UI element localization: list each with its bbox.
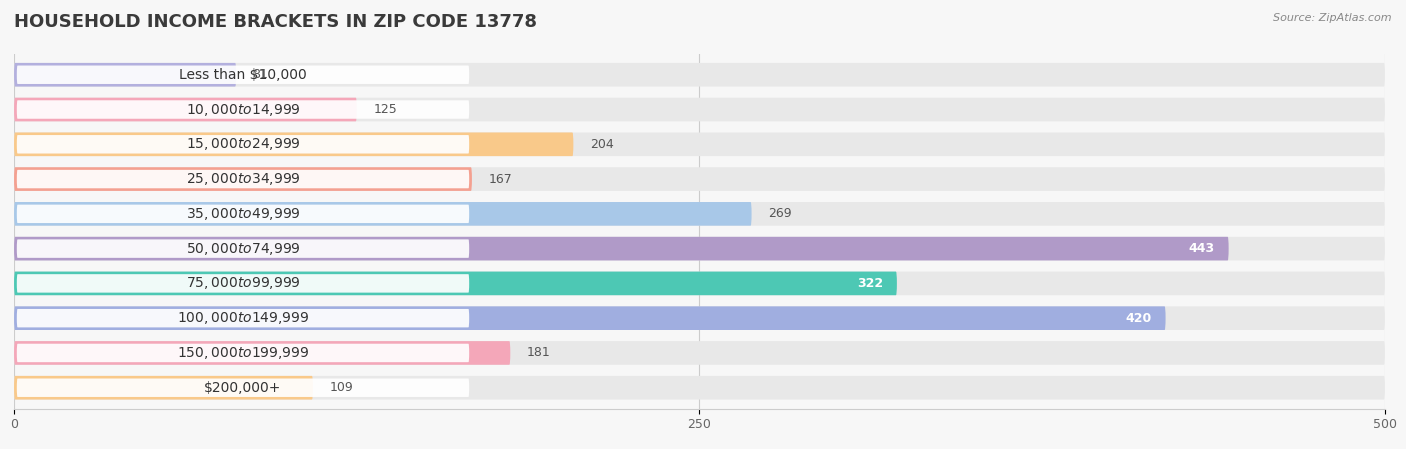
Text: 269: 269	[768, 207, 792, 220]
FancyBboxPatch shape	[14, 272, 1385, 295]
FancyBboxPatch shape	[17, 239, 470, 258]
FancyBboxPatch shape	[14, 167, 472, 191]
FancyBboxPatch shape	[17, 274, 470, 293]
FancyBboxPatch shape	[14, 98, 1385, 121]
FancyBboxPatch shape	[17, 135, 470, 154]
Text: $200,000+: $200,000+	[204, 381, 281, 395]
FancyBboxPatch shape	[14, 202, 752, 226]
FancyBboxPatch shape	[17, 344, 470, 362]
Text: 181: 181	[527, 347, 551, 360]
Text: 204: 204	[591, 138, 613, 151]
Text: 81: 81	[253, 68, 269, 81]
FancyBboxPatch shape	[14, 341, 1385, 365]
FancyBboxPatch shape	[17, 309, 470, 327]
FancyBboxPatch shape	[14, 98, 357, 121]
FancyBboxPatch shape	[17, 379, 470, 397]
Text: $35,000 to $49,999: $35,000 to $49,999	[186, 206, 301, 222]
Text: HOUSEHOLD INCOME BRACKETS IN ZIP CODE 13778: HOUSEHOLD INCOME BRACKETS IN ZIP CODE 13…	[14, 13, 537, 31]
Text: 125: 125	[373, 103, 396, 116]
Text: $25,000 to $34,999: $25,000 to $34,999	[186, 171, 301, 187]
FancyBboxPatch shape	[14, 272, 897, 295]
FancyBboxPatch shape	[14, 341, 510, 365]
Text: $150,000 to $199,999: $150,000 to $199,999	[177, 345, 309, 361]
Text: 420: 420	[1126, 312, 1152, 325]
Text: 443: 443	[1189, 242, 1215, 255]
Text: $15,000 to $24,999: $15,000 to $24,999	[186, 136, 301, 152]
Text: Less than $10,000: Less than $10,000	[179, 68, 307, 82]
FancyBboxPatch shape	[14, 376, 1385, 400]
FancyBboxPatch shape	[17, 170, 470, 188]
FancyBboxPatch shape	[14, 132, 1385, 156]
FancyBboxPatch shape	[14, 237, 1229, 260]
Text: $50,000 to $74,999: $50,000 to $74,999	[186, 241, 301, 257]
Text: 167: 167	[488, 172, 512, 185]
FancyBboxPatch shape	[14, 132, 574, 156]
FancyBboxPatch shape	[14, 202, 1385, 226]
FancyBboxPatch shape	[14, 63, 1385, 87]
Text: $100,000 to $149,999: $100,000 to $149,999	[177, 310, 309, 326]
FancyBboxPatch shape	[14, 63, 236, 87]
Text: 322: 322	[858, 277, 883, 290]
Text: Source: ZipAtlas.com: Source: ZipAtlas.com	[1274, 13, 1392, 23]
FancyBboxPatch shape	[14, 237, 1385, 260]
FancyBboxPatch shape	[17, 205, 470, 223]
FancyBboxPatch shape	[17, 66, 470, 84]
FancyBboxPatch shape	[14, 376, 314, 400]
FancyBboxPatch shape	[17, 100, 470, 119]
FancyBboxPatch shape	[14, 167, 1385, 191]
FancyBboxPatch shape	[14, 306, 1385, 330]
FancyBboxPatch shape	[14, 306, 1166, 330]
Text: $10,000 to $14,999: $10,000 to $14,999	[186, 101, 301, 118]
Text: $75,000 to $99,999: $75,000 to $99,999	[186, 275, 301, 291]
Text: 109: 109	[329, 381, 353, 394]
